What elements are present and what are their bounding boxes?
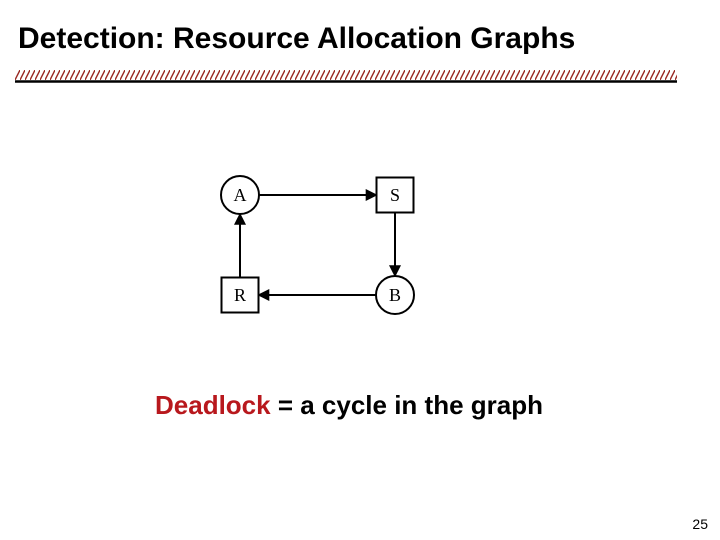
page-title: Detection: Resource Allocation Graphs bbox=[18, 22, 575, 56]
resource-allocation-graph: A S R B bbox=[180, 160, 480, 340]
node-label-R: R bbox=[234, 285, 246, 305]
node-label-A: A bbox=[234, 185, 247, 205]
caption-keyword: Deadlock bbox=[155, 390, 271, 420]
caption: Deadlock = a cycle in the graph bbox=[155, 390, 543, 421]
node-label-S: S bbox=[390, 185, 400, 205]
title-rule bbox=[15, 70, 677, 82]
caption-rest: = a cycle in the graph bbox=[271, 390, 543, 420]
node-label-B: B bbox=[389, 285, 401, 305]
page-number: 25 bbox=[692, 516, 708, 532]
